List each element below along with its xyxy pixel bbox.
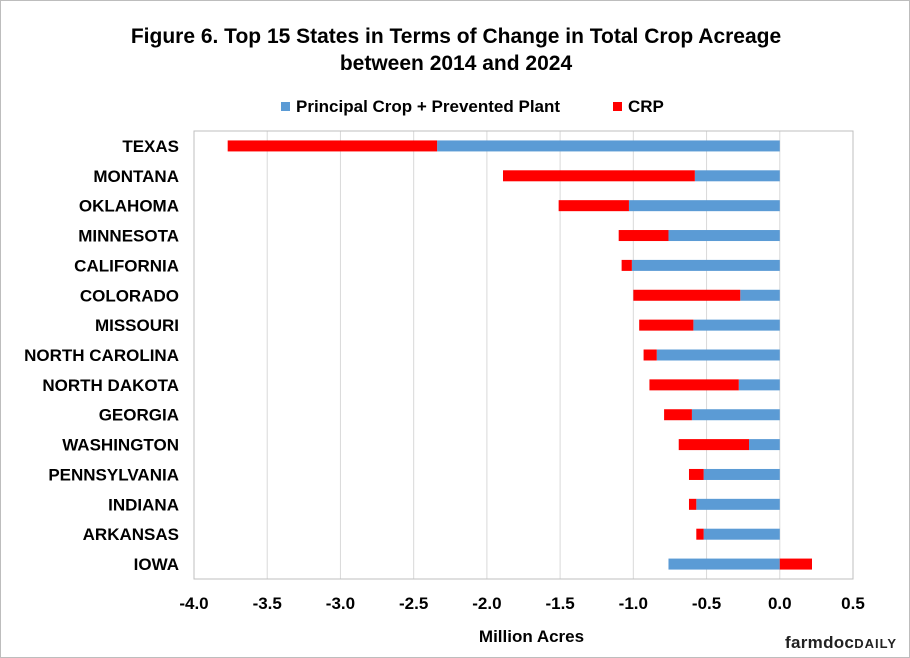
bar-principal-crop-12 <box>696 498 780 510</box>
legend-label-principal-crop: Principal Crop + Prevented Plant <box>296 97 561 116</box>
bar-crp-4 <box>621 259 632 271</box>
bar-crp-0 <box>227 140 438 152</box>
bar-principal-crop-7 <box>656 349 780 361</box>
x-tick-label-6: -1.0 <box>619 594 648 613</box>
bar-principal-crop-0 <box>437 140 780 152</box>
category-label-14: IOWA <box>134 555 179 574</box>
bar-crp-9 <box>664 409 692 421</box>
bar-crp-8 <box>649 379 739 391</box>
x-tick-label-0: -4.0 <box>179 594 208 613</box>
category-label-0: TEXAS <box>122 137 179 156</box>
x-tick-label-3: -2.5 <box>399 594 428 613</box>
bar-crp-10 <box>678 439 750 451</box>
bar-crp-11 <box>688 468 704 480</box>
x-tick-label-8: 0.0 <box>768 594 792 613</box>
bar-principal-crop-6 <box>693 319 780 331</box>
legend-item-principal-crop: Principal Crop + Prevented Plant <box>281 97 560 117</box>
category-label-7: NORTH CAROLINA <box>24 346 179 365</box>
bar-principal-crop-5 <box>740 289 780 301</box>
legend-label-crp: CRP <box>628 97 664 116</box>
legend-swatch-crp <box>613 102 622 111</box>
brand-text-farmdoc: farmdoc <box>785 633 855 652</box>
bar-crp-14 <box>779 558 812 570</box>
category-label-8: NORTH DAKOTA <box>42 376 179 395</box>
x-tick-label-9: 0.5 <box>841 594 865 613</box>
category-label-9: GEORGIA <box>99 406 179 425</box>
bar-crp-5 <box>633 289 741 301</box>
category-label-1: MONTANA <box>93 167 179 186</box>
category-label-5: COLORADO <box>80 286 179 305</box>
brand-text-daily: DAILY <box>854 636 897 651</box>
x-tick-label-7: -0.5 <box>692 594 721 613</box>
bar-crp-2 <box>558 200 629 212</box>
x-tick-label-4: -2.0 <box>472 594 501 613</box>
bar-principal-crop-8 <box>738 379 780 391</box>
x-axis-label: Million Acres <box>479 627 584 646</box>
bar-crp-12 <box>688 498 697 510</box>
bar-crp-1 <box>502 170 695 182</box>
category-label-3: MINNESOTA <box>78 227 179 246</box>
bar-crp-7 <box>643 349 657 361</box>
chart-title-line-2: between 2014 and 2024 <box>339 52 573 75</box>
bar-principal-crop-11 <box>703 468 780 480</box>
category-label-2: OKLAHOMA <box>79 197 179 216</box>
chart-title-line-1: Figure 6. Top 15 States in Terms of Chan… <box>130 25 782 48</box>
chart-legend: Principal Crop + Prevented Plant CRP <box>1 97 910 119</box>
bar-principal-crop-4 <box>631 259 780 271</box>
category-label-13: ARKANSAS <box>83 525 179 544</box>
category-label-6: MISSOURI <box>95 316 179 335</box>
plot-area-border <box>193 130 854 580</box>
category-label-4: CALIFORNIA <box>74 256 179 275</box>
bar-crp-13 <box>696 528 704 540</box>
bar-crp-3 <box>618 230 669 242</box>
bar-principal-crop-2 <box>628 200 780 212</box>
bar-principal-crop-1 <box>694 170 780 182</box>
bar-principal-crop-10 <box>749 439 780 451</box>
bar-crp-6 <box>639 319 694 331</box>
legend-swatch-principal-crop <box>281 102 290 111</box>
category-label-10: WASHINGTON <box>62 436 179 455</box>
x-tick-label-5: -1.5 <box>545 594 574 613</box>
x-tick-label-2: -3.0 <box>326 594 355 613</box>
farmdoc-daily-logo: farmdocDAILY <box>785 633 897 653</box>
legend-item-crp: CRP <box>613 97 664 117</box>
bar-principal-crop-13 <box>703 528 780 540</box>
category-label-11: PENNSYLVANIA <box>48 465 179 484</box>
x-tick-label-1: -3.5 <box>253 594 282 613</box>
bar-principal-crop-3 <box>668 230 780 242</box>
bar-principal-crop-9 <box>691 409 780 421</box>
bar-principal-crop-14 <box>668 558 780 570</box>
category-label-12: INDIANA <box>108 495 179 514</box>
